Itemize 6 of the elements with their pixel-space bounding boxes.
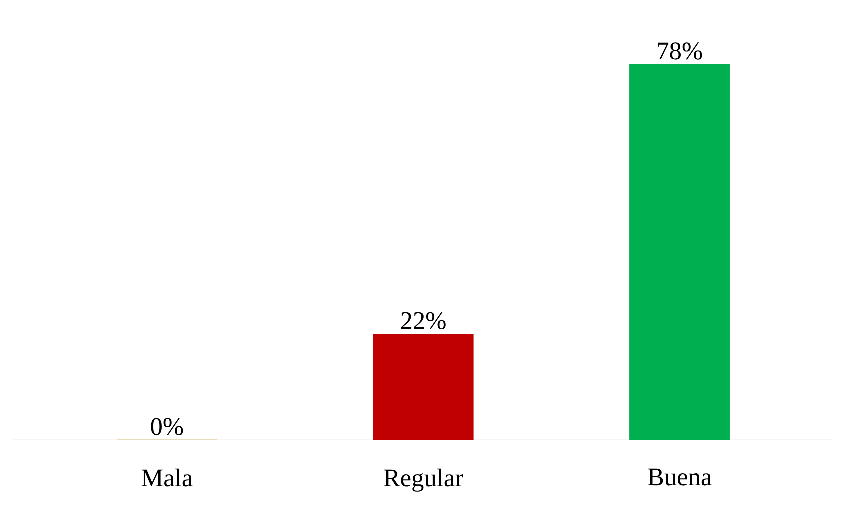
data-label: 22% <box>401 312 446 330</box>
x-tick-label: Regular <box>384 469 464 492</box>
x-tick-label: Buena <box>648 469 712 486</box>
data-label: 0% <box>151 418 184 436</box>
x-tick-label: Mala <box>142 469 193 487</box>
data-label: 78% <box>658 42 702 60</box>
